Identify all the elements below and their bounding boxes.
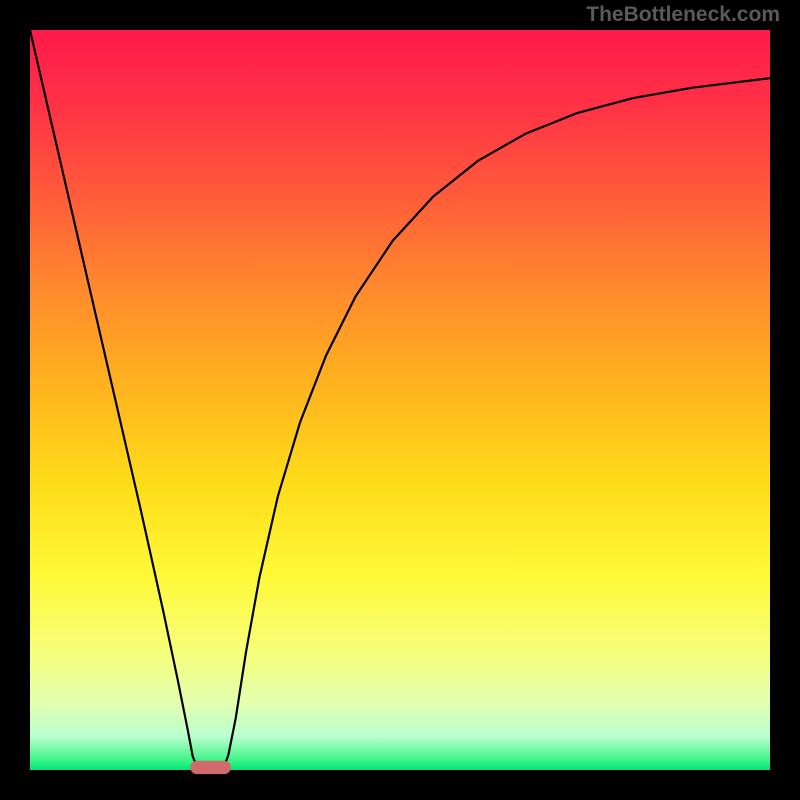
chart-frame: TheBottleneck.com — [0, 0, 800, 800]
watermark-text: TheBottleneck.com — [586, 3, 780, 27]
plot-background — [30, 30, 770, 770]
chart-svg — [0, 0, 800, 800]
optimum-marker — [190, 761, 231, 774]
